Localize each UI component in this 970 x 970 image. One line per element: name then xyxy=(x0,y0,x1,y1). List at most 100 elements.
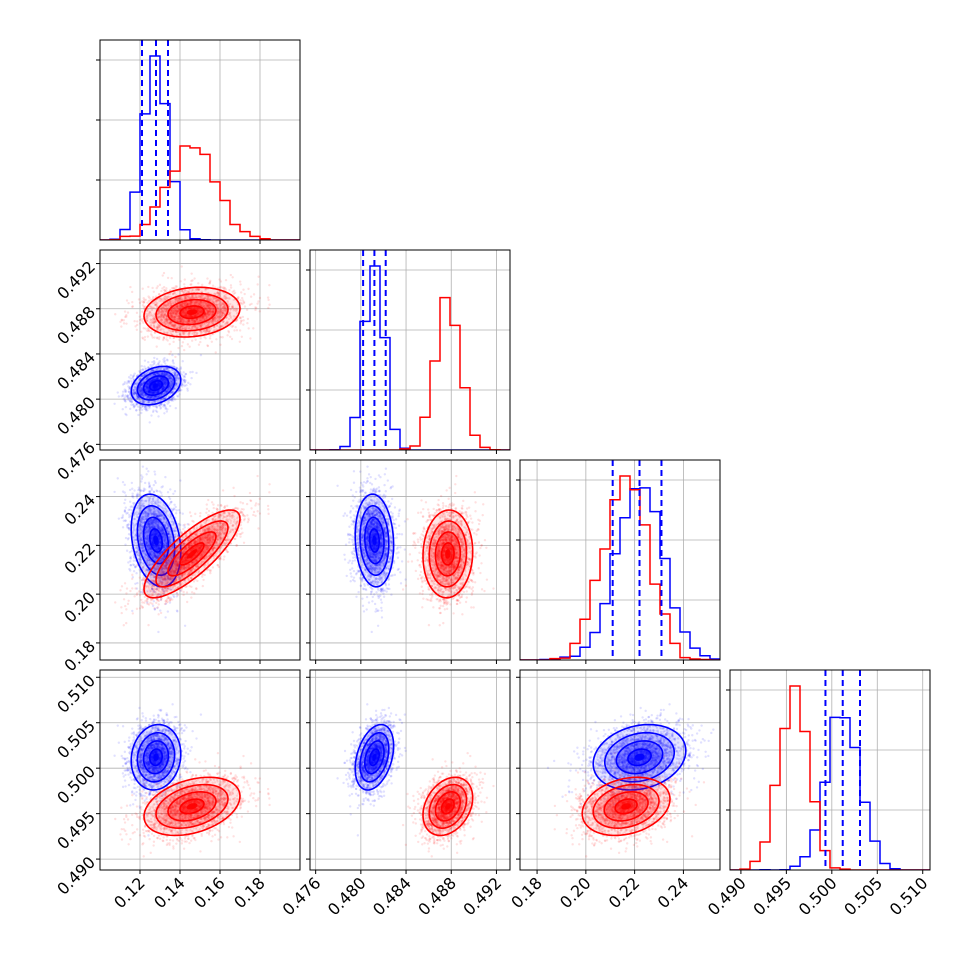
contour-series-0 xyxy=(364,516,385,565)
x-tick-label: 0.14 xyxy=(150,873,189,912)
contour-series-1 xyxy=(155,783,229,829)
scatter-panel-2-1 xyxy=(306,459,511,664)
contour-series-1 xyxy=(167,531,217,577)
contour-series-1 xyxy=(592,783,660,829)
contour-series-0 xyxy=(130,365,182,406)
x-tick-label: 0.490 xyxy=(704,873,750,919)
x-tick-label: 0.476 xyxy=(279,873,325,919)
contour-series-1 xyxy=(167,298,217,326)
y-tick-label: 0.490 xyxy=(53,853,99,899)
contour-series-0 xyxy=(142,740,170,775)
axes-frame xyxy=(519,459,721,661)
histogram-series-0 xyxy=(520,487,720,660)
x-tick-label: 0.12 xyxy=(110,873,149,912)
contour-series-1 xyxy=(155,520,229,588)
gridlines xyxy=(310,670,510,870)
x-tick-label: 0.22 xyxy=(605,873,644,912)
contour-series-0 xyxy=(142,375,170,396)
y-tick-label: 0.480 xyxy=(53,393,99,439)
histogram-series-1 xyxy=(100,145,300,240)
x-tick-label: 0.505 xyxy=(840,873,886,919)
contour-series-1 xyxy=(581,776,671,837)
contour-series-0 xyxy=(136,731,176,783)
scatter-panel-3-0: 0.12 0.14 0.16 0.18 0.4900.4950.5000.5050.51… xyxy=(53,669,301,912)
contour-series-1 xyxy=(603,791,649,822)
contour-series-0 xyxy=(149,528,163,553)
x-tick-label: 0.488 xyxy=(414,873,460,919)
hist-panel-2 xyxy=(516,459,721,664)
hist-panel-1 xyxy=(306,249,511,454)
gridlines xyxy=(310,250,510,450)
contour-series-0 xyxy=(359,504,390,577)
contour-series-1 xyxy=(422,776,474,837)
y-tick-label: 0.492 xyxy=(53,257,99,303)
scatter-panel-2-0: 0.18 0.20 0.22 0.24 xyxy=(60,459,301,675)
contour-series-0 xyxy=(368,528,381,553)
x-tick-label: 0.18 xyxy=(507,873,546,912)
contour-series-0 xyxy=(149,379,163,392)
contour-series-0 xyxy=(592,723,687,791)
contour-series-0 xyxy=(130,493,182,588)
y-tick-label: 0.22 xyxy=(60,539,99,578)
contour-series-0 xyxy=(603,731,676,783)
contour-series-1 xyxy=(434,791,462,822)
x-tick-label: 0.480 xyxy=(324,873,370,919)
contour-series-0 xyxy=(354,493,395,588)
x-tick-label: 0.16 xyxy=(190,873,229,912)
contour-series-0 xyxy=(627,748,652,767)
axes-frame xyxy=(309,669,511,871)
y-tick-label: 0.500 xyxy=(53,762,99,808)
x-tick-label: 0.18 xyxy=(230,873,269,912)
scatter-panel-3-2: 0.18 0.20 0.22 0.24 xyxy=(507,669,721,912)
histogram-series-1 xyxy=(310,296,510,450)
contour-series-1 xyxy=(428,520,468,588)
contour-series-1 xyxy=(179,798,205,815)
scatter-panel-3-1: 0.476 0.480 0.484 0.488 0.492 xyxy=(279,669,511,919)
y-tick-label: 0.476 xyxy=(53,438,99,484)
gridlines xyxy=(100,40,300,240)
contour-series-0 xyxy=(364,740,385,775)
contour-series-0 xyxy=(136,370,176,401)
histogram-series-0 xyxy=(100,55,300,240)
contour-series-0 xyxy=(359,731,390,783)
contour-series-0 xyxy=(368,748,381,767)
contour-series-1 xyxy=(179,305,205,320)
scatter-points-series-0 xyxy=(336,465,407,634)
contour-series-1 xyxy=(179,542,205,566)
contour-series-0 xyxy=(615,740,664,775)
histogram-series-0 xyxy=(310,265,510,450)
x-tick-label: 0.500 xyxy=(795,873,841,919)
y-tick-label: 0.495 xyxy=(53,807,99,853)
axes-frame xyxy=(309,459,511,661)
contour-series-1 xyxy=(422,509,474,599)
x-tick-label: 0.20 xyxy=(556,873,595,912)
contour-series-1 xyxy=(143,776,241,837)
contour-series-1 xyxy=(440,798,455,815)
contour-series-0 xyxy=(136,504,176,577)
contour-series-0 xyxy=(149,748,163,767)
y-tick-label: 0.24 xyxy=(60,490,99,529)
gridlines xyxy=(100,670,300,870)
hist-panel-0 xyxy=(96,39,301,244)
contour-series-0 xyxy=(130,723,182,791)
axes-frame xyxy=(729,669,931,871)
y-tick-label: 0.488 xyxy=(53,302,99,348)
contour-series-1 xyxy=(428,783,468,829)
y-tick-label: 0.20 xyxy=(60,588,99,627)
histogram-series-1 xyxy=(730,685,930,870)
axes-frame xyxy=(99,249,301,451)
hist-panel-3: 0.490 0.495 0.500 0.505 0.510 xyxy=(704,669,932,919)
contour-series-1 xyxy=(143,286,241,338)
gridlines xyxy=(100,250,300,450)
axes-frame xyxy=(519,669,721,871)
x-tick-label: 0.484 xyxy=(369,873,415,919)
contour-series-1 xyxy=(434,531,462,577)
scatter-points-series-0 xyxy=(113,703,203,837)
contour-series-1 xyxy=(155,292,229,332)
y-tick-label: 0.505 xyxy=(53,716,99,762)
axes-frame xyxy=(309,249,511,451)
contour-series-1 xyxy=(167,791,217,822)
y-tick-label: 0.484 xyxy=(53,348,99,394)
contour-series-0 xyxy=(354,723,395,791)
x-tick-label: 0.495 xyxy=(749,873,795,919)
